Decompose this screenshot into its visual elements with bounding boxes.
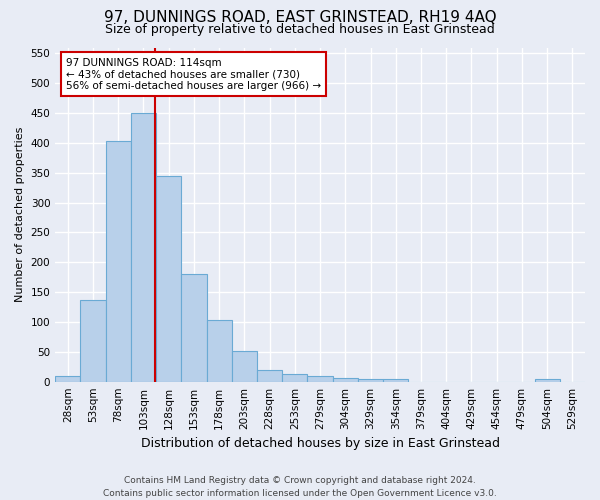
Bar — [156, 176, 181, 382]
Bar — [383, 380, 409, 382]
Text: Size of property relative to detached houses in East Grinstead: Size of property relative to detached ho… — [105, 22, 495, 36]
Bar — [55, 376, 80, 382]
Bar — [257, 370, 282, 382]
Bar — [206, 320, 232, 382]
Bar — [131, 113, 156, 382]
Bar — [535, 378, 560, 382]
Bar — [307, 376, 332, 382]
X-axis label: Distribution of detached houses by size in East Grinstead: Distribution of detached houses by size … — [140, 437, 500, 450]
Bar — [232, 350, 257, 382]
Text: 97 DUNNINGS ROAD: 114sqm
← 43% of detached houses are smaller (730)
56% of semi-: 97 DUNNINGS ROAD: 114sqm ← 43% of detach… — [66, 58, 321, 90]
Y-axis label: Number of detached properties: Number of detached properties — [15, 127, 25, 302]
Bar — [181, 274, 206, 382]
Text: Contains HM Land Registry data © Crown copyright and database right 2024.
Contai: Contains HM Land Registry data © Crown c… — [103, 476, 497, 498]
Bar — [358, 380, 383, 382]
Bar — [80, 300, 106, 382]
Bar — [332, 378, 358, 382]
Text: 97, DUNNINGS ROAD, EAST GRINSTEAD, RH19 4AQ: 97, DUNNINGS ROAD, EAST GRINSTEAD, RH19 … — [104, 10, 496, 25]
Bar — [106, 141, 131, 382]
Bar — [282, 374, 307, 382]
